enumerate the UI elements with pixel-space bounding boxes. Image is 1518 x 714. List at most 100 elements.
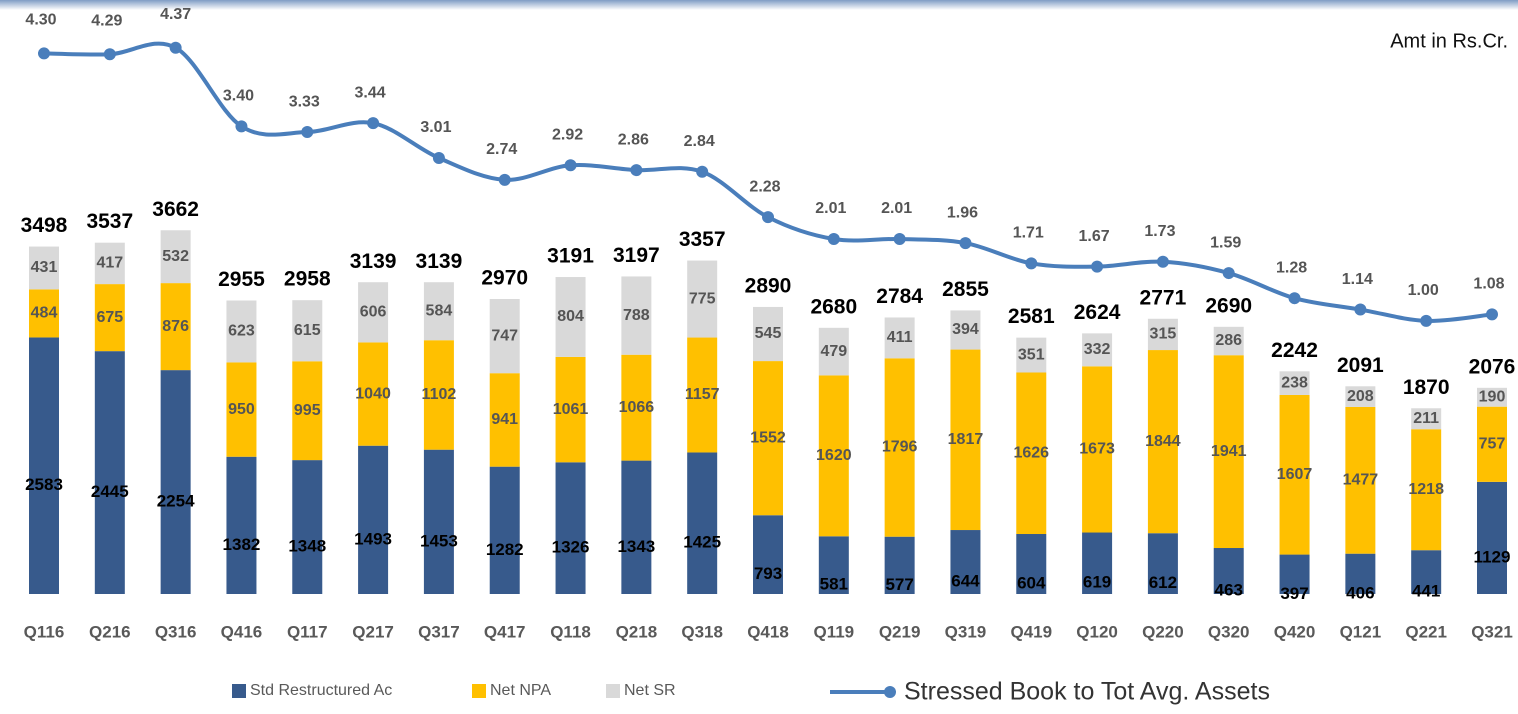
bar-segment	[818, 536, 849, 594]
unit-note: Amt in Rs.Cr.	[1390, 30, 1508, 52]
bar-segment	[1411, 550, 1442, 594]
segment-label: 441	[1412, 582, 1440, 601]
segment-label: 584	[426, 302, 453, 319]
bar-segment	[753, 361, 783, 516]
bar-segment	[1213, 355, 1244, 549]
bar-segment	[753, 515, 783, 594]
bar-segment	[358, 282, 389, 343]
total-label: 2624	[1074, 301, 1121, 324]
bar-segment	[1279, 371, 1310, 395]
x-tick-label: Q417	[484, 622, 526, 641]
segment-label: 2254	[157, 492, 195, 511]
x-tick-label: Q220	[1142, 622, 1184, 641]
bar-segment	[884, 536, 915, 594]
bar-segment	[884, 358, 915, 537]
bar-segment	[950, 349, 981, 531]
line-point	[1354, 303, 1367, 316]
segment-label: 1282	[486, 540, 524, 559]
bar-segment	[1411, 408, 1442, 430]
segment-label: 612	[1149, 573, 1177, 592]
bar-segment	[160, 230, 191, 284]
bar-segment	[555, 277, 586, 357]
line-label: 2.92	[552, 126, 583, 143]
segment-label: 1620	[816, 447, 852, 464]
segment-label: 1326	[552, 538, 590, 557]
segment-label: 623	[228, 323, 255, 340]
line-point	[696, 165, 709, 178]
segment-label: 619	[1083, 573, 1111, 592]
total-label: 3357	[679, 228, 726, 251]
segment-label: 644	[951, 572, 980, 591]
x-tick-label: Q218	[616, 622, 658, 641]
line-label: 1.59	[1210, 234, 1241, 251]
line-label: 1.71	[1013, 225, 1044, 242]
bar-segment	[423, 340, 454, 450]
line-point	[367, 117, 380, 130]
bar-segment	[292, 460, 323, 594]
bar-segment	[1082, 333, 1113, 367]
bar-segment	[489, 466, 520, 594]
x-tick-label: Q116	[24, 622, 65, 641]
line-label: 2.01	[815, 200, 846, 217]
segment-label: 788	[623, 307, 650, 324]
line-point	[762, 211, 774, 224]
segment-label: 1493	[354, 529, 392, 548]
line-point	[827, 233, 840, 246]
legend-label: Stressed Book to Tot Avg. Assets	[904, 678, 1270, 706]
segment-label: 211	[1413, 410, 1439, 427]
total-label: 2680	[810, 295, 857, 318]
bar-segment	[292, 361, 323, 461]
bar-segment	[1345, 406, 1376, 554]
segment-label: 1844	[1145, 433, 1181, 450]
line-point	[301, 126, 314, 139]
legend-swatch	[232, 684, 246, 698]
line-point	[1091, 260, 1104, 273]
total-label: 2091	[1337, 354, 1384, 377]
total-label: 2958	[284, 268, 331, 291]
bar-segment	[358, 445, 389, 594]
line-label: 4.29	[91, 12, 122, 29]
bar-segment	[555, 356, 586, 463]
bar-segment	[94, 351, 125, 594]
total-label: 3197	[613, 244, 660, 267]
segment-label: 757	[1479, 435, 1506, 452]
bar-segment	[1213, 326, 1244, 356]
total-label: 3537	[86, 210, 133, 233]
segment-label: 876	[162, 318, 189, 335]
legend-swatch	[472, 684, 486, 698]
total-label: 2955	[218, 268, 265, 291]
x-tick-label: Q119	[813, 622, 854, 641]
bar-segment	[423, 449, 454, 594]
segment-label: 941	[491, 411, 518, 428]
line-label: 1.73	[1144, 223, 1175, 240]
segment-label: 190	[1479, 388, 1506, 405]
line-point	[1222, 267, 1235, 280]
total-label: 2970	[481, 267, 528, 290]
x-tick-label: Q121	[1340, 622, 1382, 641]
segment-label: 479	[820, 343, 847, 360]
line-label: 3.40	[223, 88, 254, 105]
segment-label: 545	[755, 325, 782, 342]
line-label: 1.00	[1408, 282, 1439, 299]
line-label: 3.33	[289, 93, 320, 110]
segment-label: 351	[1018, 346, 1045, 363]
segment-label: 577	[885, 575, 913, 594]
segment-label: 397	[1280, 584, 1308, 603]
segment-label: 1382	[223, 535, 261, 554]
total-label: 3498	[21, 214, 68, 237]
line-label: 2.74	[486, 141, 517, 158]
total-label: 2890	[745, 274, 792, 297]
x-tick-label: Q320	[1208, 622, 1250, 641]
line-point	[1420, 314, 1433, 327]
bar-segment	[687, 337, 718, 453]
line-label: 2.86	[618, 131, 649, 148]
total-label: 2581	[1008, 305, 1055, 328]
line-point	[893, 233, 906, 246]
bar-segment	[29, 337, 59, 594]
bar-segment	[1345, 386, 1376, 407]
segment-label: 484	[31, 305, 58, 322]
x-tick-label: Q120	[1076, 622, 1118, 641]
x-tick-label: Q420	[1274, 622, 1316, 641]
bar-segment	[160, 370, 191, 594]
segment-label: 804	[557, 308, 584, 325]
